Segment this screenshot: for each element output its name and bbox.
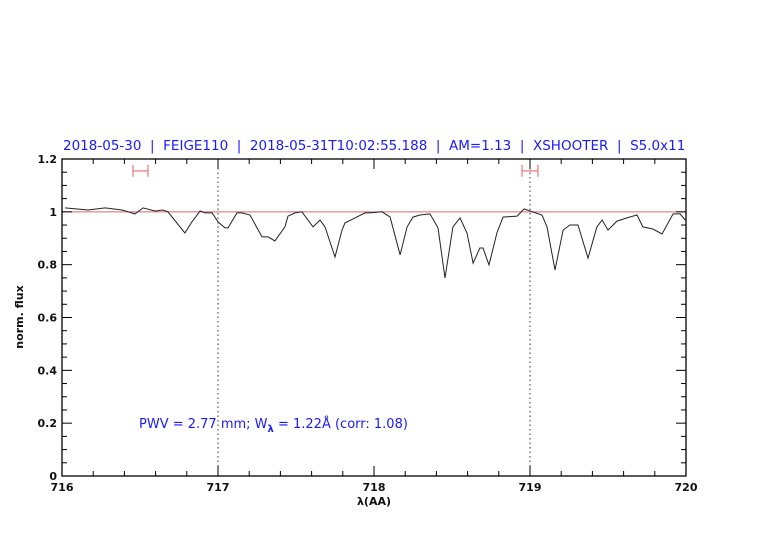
annotation: PWV = 2.77 mm; Wλ = 1.22Å (corr: 1.08) [139,416,408,435]
range-marker [521,164,539,177]
annotation-subscript: λ [268,424,275,435]
x-tick-label: 719 [519,481,542,494]
y-tick-label: 0 [49,470,57,483]
y-tick-label: 0.6 [38,312,58,325]
annotation-part2: = 1.22Å (corr: 1.08) [274,416,408,432]
y-tick-label: 0.8 [38,259,58,272]
annotation-part1: PWV = 2.77 mm; W [139,417,268,432]
range-marker [132,164,149,177]
x-tick-label: 717 [207,481,230,494]
x-tick-label: 720 [675,481,698,494]
x-axis-label: λ(AA) [357,495,391,508]
y-axis-label: norm. flux [13,285,26,348]
y-tick-label: 1.2 [38,153,58,166]
y-tick-label: 1 [49,206,57,219]
x-tick-label: 716 [51,481,74,494]
chart-title: 2018-05-30 | FEIGE110 | 2018-05-31T10:02… [63,138,685,154]
y-tick-label: 0.2 [38,417,58,430]
x-tick-label: 718 [363,481,386,494]
y-tick-label: 0.4 [38,364,58,377]
spectrum-line [64,207,686,278]
